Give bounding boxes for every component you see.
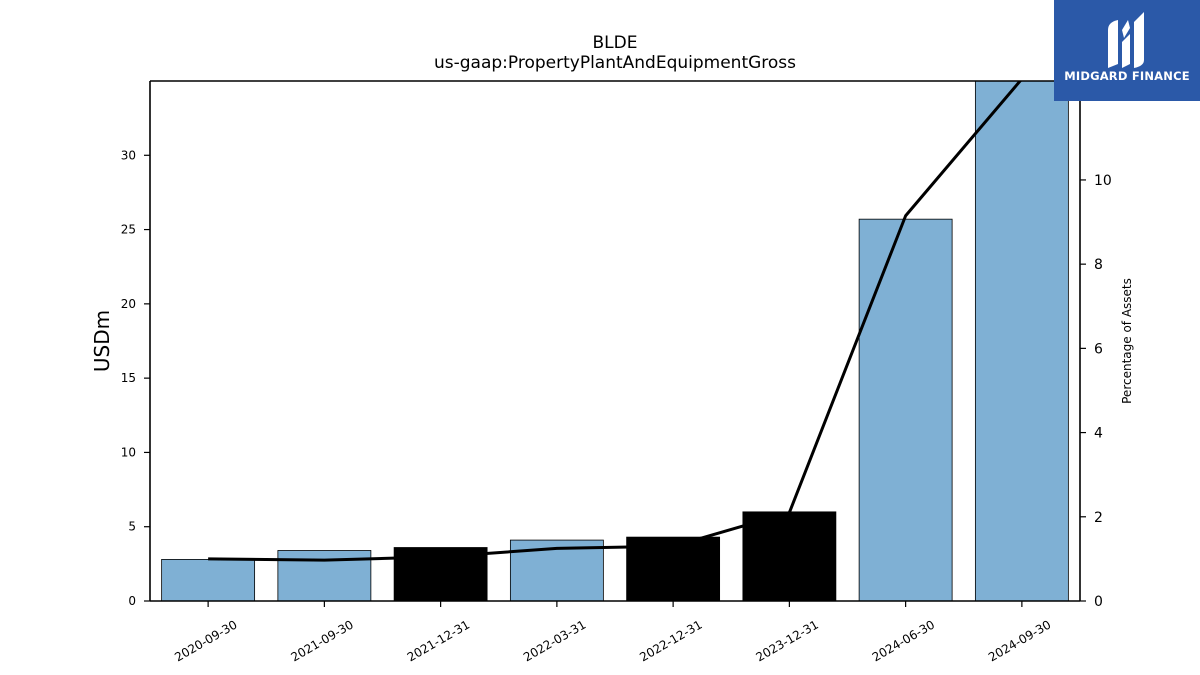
y-tick-label-25: 25: [121, 223, 136, 237]
y-tick-label-0: 0: [128, 594, 136, 608]
chart-title: BLDE: [593, 33, 638, 53]
x-tick-label-2024-09-30: 2024-09-30: [986, 617, 1053, 664]
logo-mark-icon: [1108, 12, 1144, 68]
y-tick-label-20: 20: [121, 297, 136, 311]
midgard-finance-logo: MIDGARD FINANCE: [1054, 0, 1200, 101]
x-tick-label-2021-09-30: 2021-09-30: [288, 617, 355, 664]
axes-layer: 0 5 10 15 20 25 30 0 2 4 6 8 10 2020-09-30 2021-09-30 2…: [121, 80, 1112, 664]
bars-layer: [161, 81, 1069, 601]
y-tick-label-15: 15: [121, 371, 136, 385]
y2-axis-label: Percentage of Assets: [1120, 278, 1134, 404]
y-tick-label-10: 10: [121, 445, 136, 459]
y2-tick-label-4: 4: [1094, 426, 1103, 442]
x-tick-label-2023-12-31: 2023-12-31: [753, 617, 820, 664]
x-tick-label-2024-06-30: 2024-06-30: [870, 617, 937, 664]
bar-2020-09-30: [161, 559, 256, 601]
y2-tick-label-2: 2: [1094, 510, 1103, 526]
x-tick-label-2021-12-31: 2021-12-31: [405, 617, 472, 664]
bar-2023-12-31: [742, 511, 837, 601]
y2-tick-label-6: 6: [1094, 341, 1103, 357]
bar-2024-09-30: [974, 81, 1069, 601]
y2-tick-label-8: 8: [1094, 257, 1103, 273]
x-tick-label-2022-12-31: 2022-12-31: [637, 617, 704, 664]
chart-subtitle: us-gaap:PropertyPlantAndEquipmentGross: [434, 53, 796, 73]
y2-tick-label-0: 0: [1094, 594, 1103, 610]
y-tick-label-30: 30: [121, 148, 136, 162]
line-layer: [208, 81, 1023, 562]
percentage-of-assets-line: [208, 81, 1023, 562]
bar-2024-06-30: [858, 218, 953, 601]
logo-text: MIDGARD FINANCE: [1064, 69, 1190, 83]
x-tick-label-2022-03-31: 2022-03-31: [521, 617, 588, 664]
y-axis-label: USDm: [90, 310, 114, 372]
y2-tick-label-10: 10: [1094, 173, 1112, 189]
y-tick-label-5: 5: [128, 520, 136, 534]
x-tick-label-2020-09-30: 2020-09-30: [172, 617, 239, 664]
